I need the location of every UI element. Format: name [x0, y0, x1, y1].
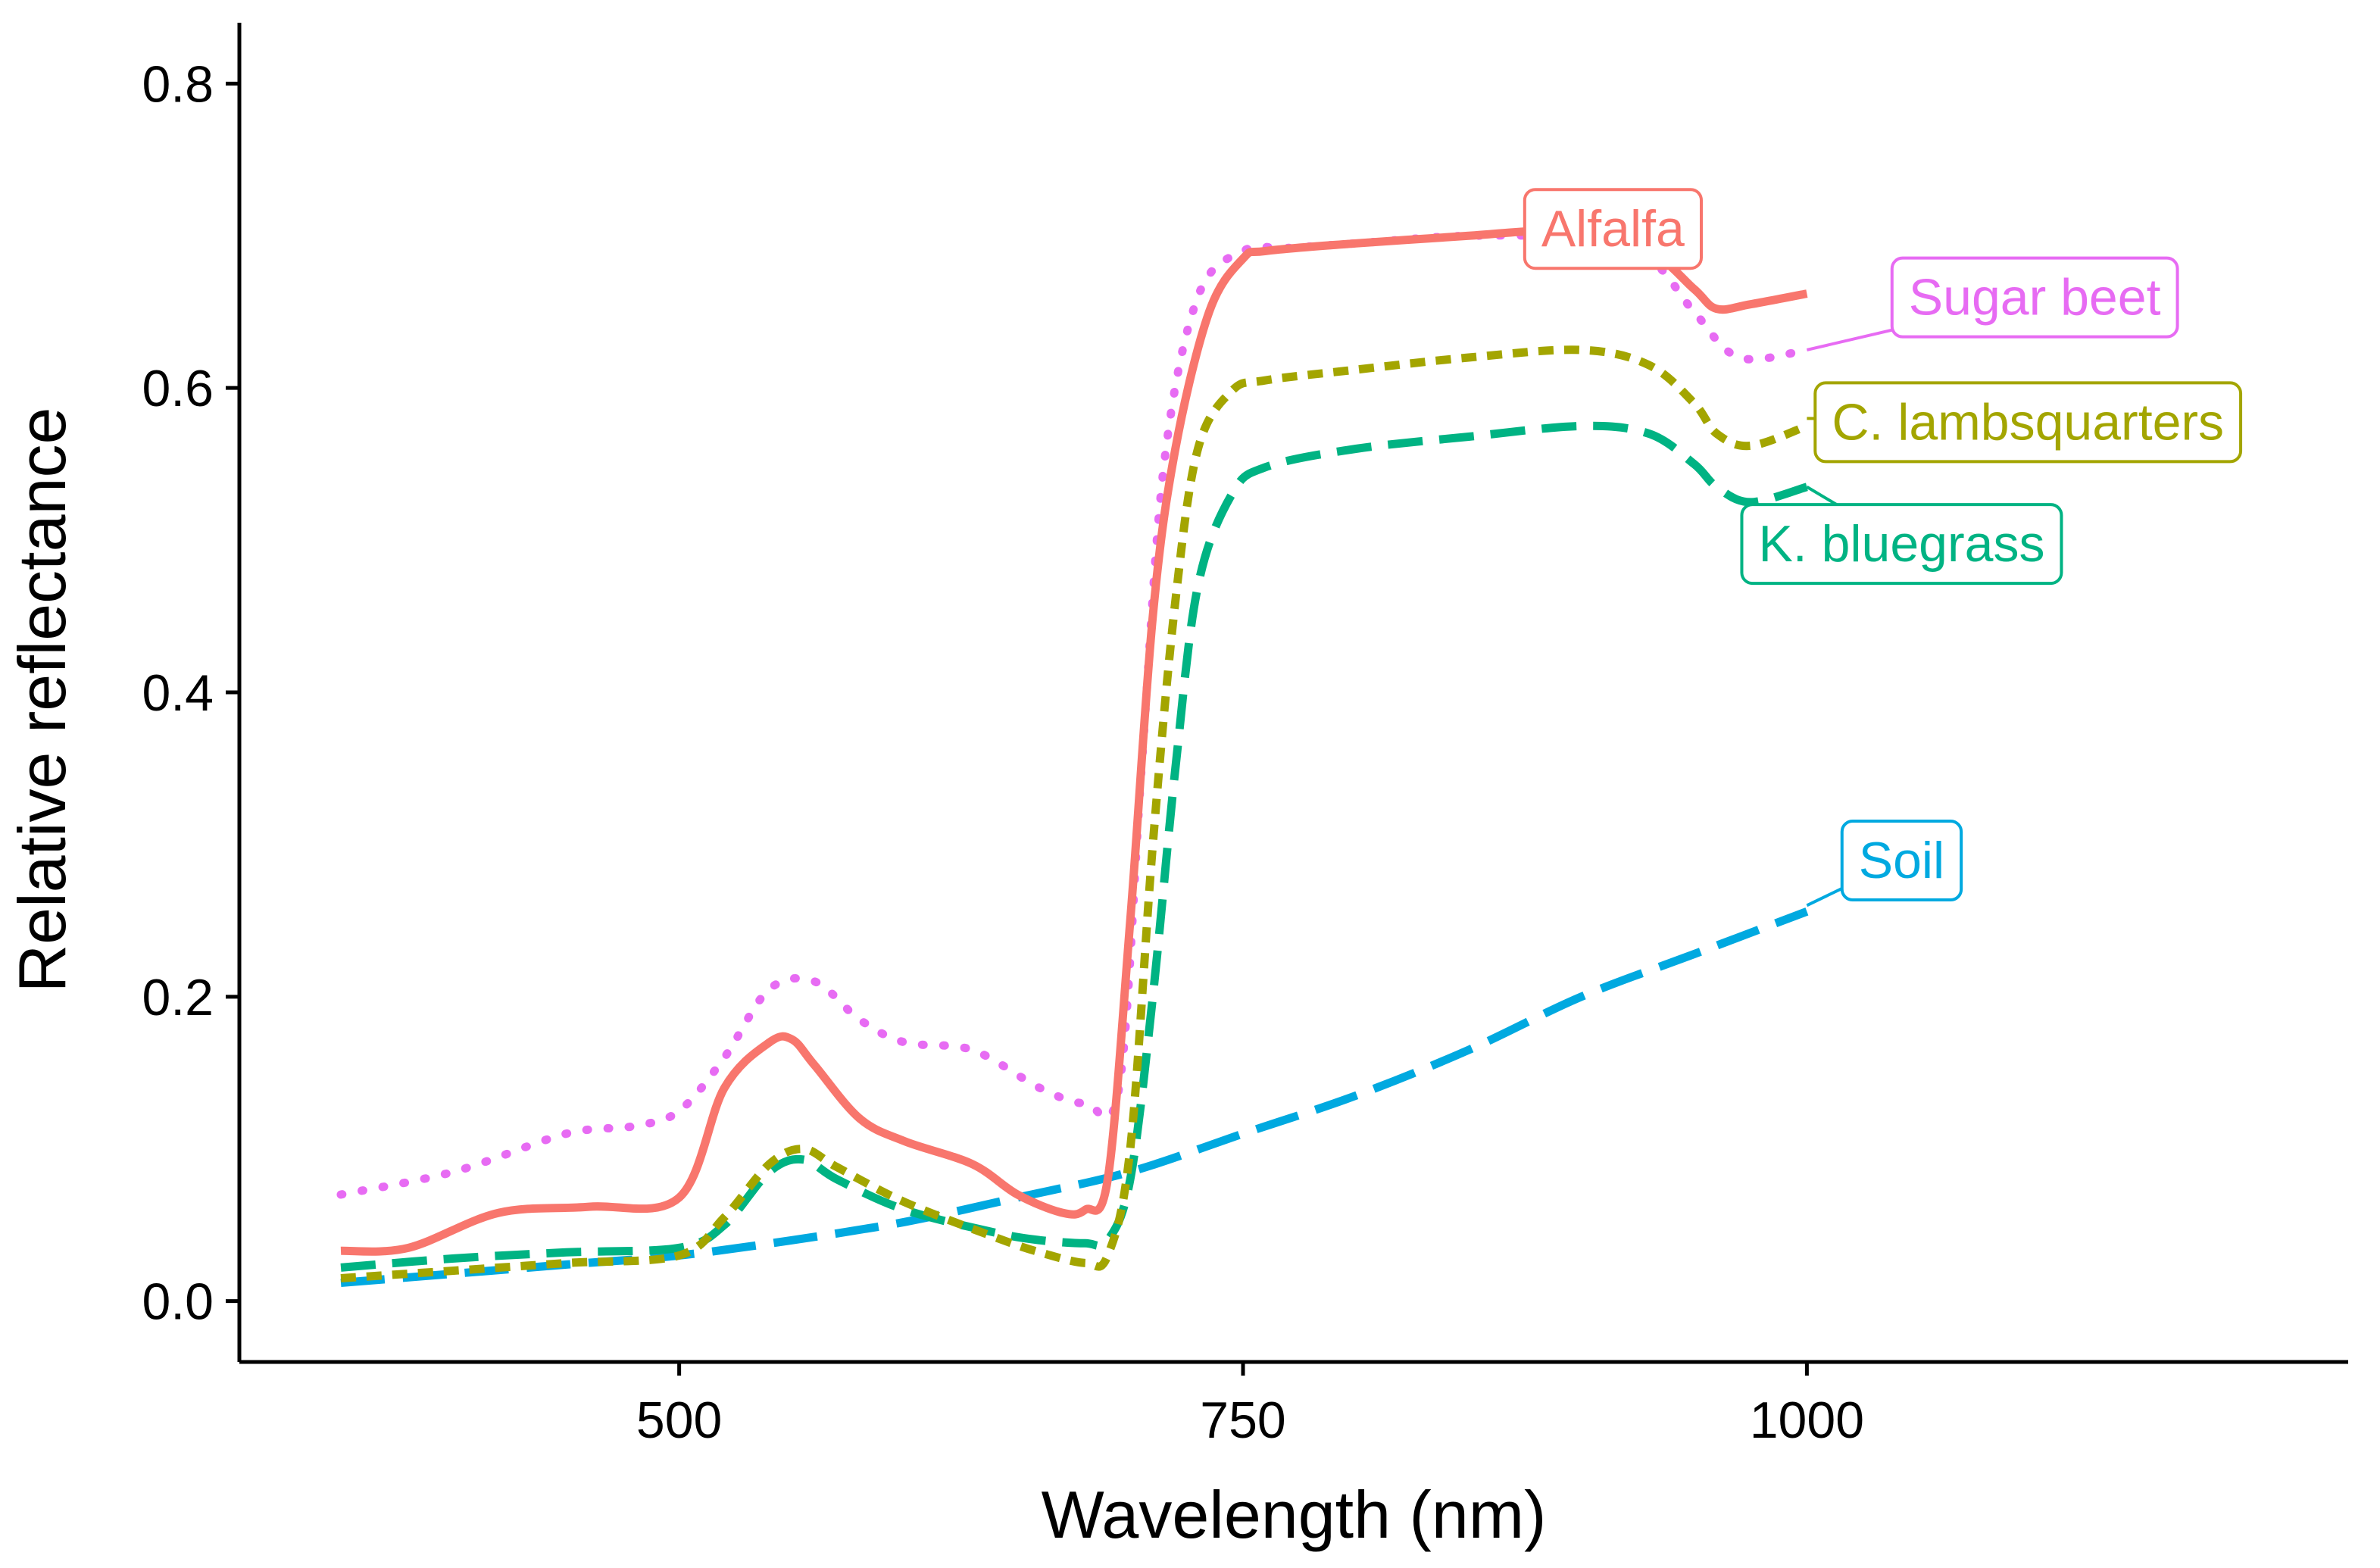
label-box-sugar-beet [1890, 256, 2179, 339]
label-text-k-bluegrass: K. bluegrass [1758, 515, 2044, 573]
series-label-alfalfa: Alfalfa [1523, 188, 1703, 270]
y-tick-label-0.8: 0.8 [142, 55, 214, 113]
y-tick-label-0.6: 0.6 [142, 360, 214, 417]
y-axis-title: Relative reflectance [5, 408, 80, 993]
series-label-c-lambsquarters: C. lambsquarters [1807, 381, 2243, 464]
label-box-k-bluegrass [1740, 503, 2063, 586]
x-tick-label-1000: 1000 [1750, 1392, 1864, 1449]
label-box-c-lambsquarters [1813, 381, 2243, 464]
series-label-k-bluegrass: K. bluegrass [1740, 486, 2063, 586]
y-tick-label-0.0: 0.0 [142, 1273, 214, 1331]
label-box-soil [1840, 820, 1963, 901]
label-leader-k-bluegrass [1806, 486, 1838, 506]
series-line-c-lambsquarters [340, 345, 1809, 1282]
y-tick-label-0.2: 0.2 [142, 969, 214, 1026]
series-labels: Soil K. bluegrass C. lambsquarters Sugar be… [1523, 188, 2243, 907]
series-label-soil: Soil [1806, 820, 1963, 907]
x-tick-label-500: 500 [636, 1392, 722, 1449]
label-text-sugar-beet: Sugar beet [1909, 269, 2161, 326]
label-leader-sugar-beet [1806, 328, 1893, 351]
label-text-soil: Soil [1859, 832, 1944, 889]
label-box-alfalfa [1523, 188, 1703, 270]
x-tick-label-750: 750 [1200, 1392, 1285, 1449]
y-ticks: 0.0 0.2 0.4 0.6 0.8 [142, 55, 239, 1331]
x-axis-title: Wavelength (nm) [1042, 1477, 1547, 1552]
series-line-soil [340, 907, 1809, 1287]
label-leader-soil [1806, 887, 1843, 907]
series-label-sugar-beet: Sugar beet [1806, 256, 2179, 351]
y-tick-label-0.4: 0.4 [142, 664, 214, 722]
label-text-c-lambsquarters: C. lambsquarters [1832, 393, 2224, 451]
x-ticks: 500 750 1000 [636, 1362, 1864, 1449]
series-line-k-bluegrass [340, 421, 1808, 1272]
label-text-alfalfa: Alfalfa [1541, 200, 1685, 258]
